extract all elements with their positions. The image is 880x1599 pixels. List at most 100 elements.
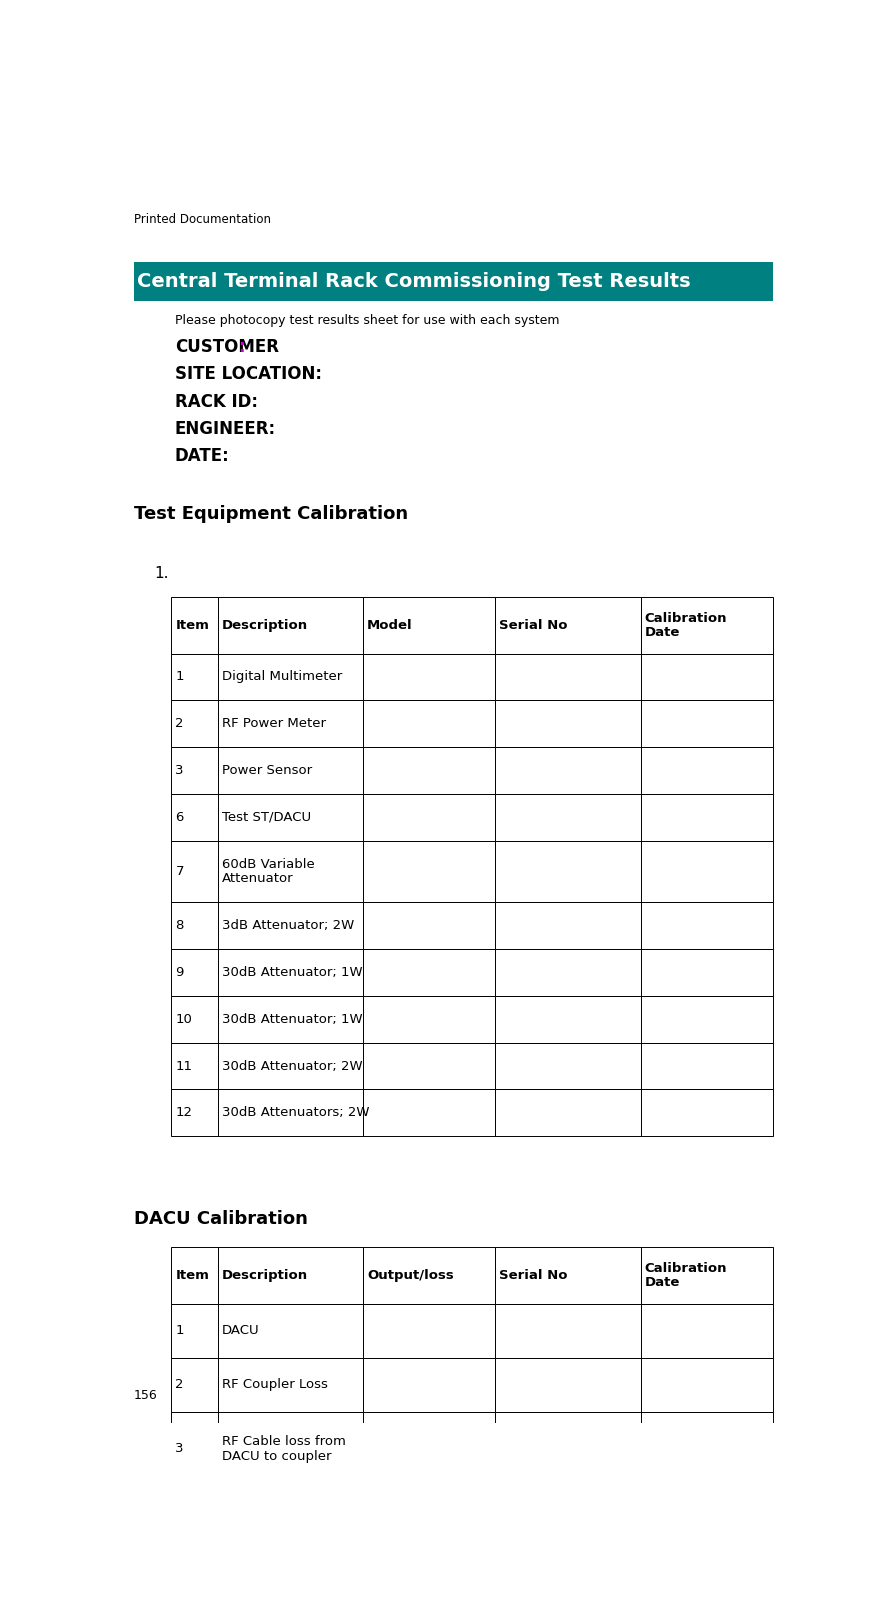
Bar [641,950,773,996]
Bar [363,700,495,747]
Bar [363,950,495,996]
Bar [495,700,641,747]
Bar [172,1247,217,1303]
Text: 2: 2 [175,718,184,731]
Bar [641,841,773,902]
Bar [172,1303,217,1358]
Text: Description: Description [222,619,308,632]
Text: DACU: DACU [222,1324,260,1337]
Bar [641,596,773,654]
Bar [172,950,217,996]
Bar [495,841,641,902]
Bar [217,902,363,950]
Bar [172,902,217,950]
Text: 1.: 1. [154,566,169,580]
Text: Test Equipment Calibration: Test Equipment Calibration [134,505,408,523]
Bar [172,747,217,795]
Bar [641,795,773,841]
Text: Calibration
Date: Calibration Date [645,1262,727,1289]
Bar [363,996,495,1043]
Text: 10: 10 [175,1012,193,1027]
Bar [495,1303,641,1358]
Bar [495,654,641,700]
Bar [641,654,773,700]
Text: 30dB Attenuator; 2W: 30dB Attenuator; 2W [222,1060,363,1073]
Bar [641,1358,773,1412]
Text: Description: Description [222,1270,308,1282]
Bar [363,902,495,950]
Text: Central Terminal Rack Commissioning Test Results: Central Terminal Rack Commissioning Test… [137,272,691,291]
Bar [641,1247,773,1303]
Text: 30dB Attenuator; 1W: 30dB Attenuator; 1W [222,966,363,979]
Text: 3: 3 [175,1442,184,1455]
Text: RF Coupler Loss: RF Coupler Loss [222,1378,327,1391]
Bar [641,1089,773,1137]
Text: Serial No: Serial No [499,1270,568,1282]
Bar [641,996,773,1043]
Bar [495,1358,641,1412]
Text: Item: Item [175,619,209,632]
Bar [172,596,217,654]
Bar [172,700,217,747]
Text: RF Cable loss from
DACU to coupler: RF Cable loss from DACU to coupler [222,1436,346,1463]
Bar [172,996,217,1043]
Text: 2: 2 [175,1378,184,1391]
Text: 8: 8 [175,919,184,932]
Bar [495,950,641,996]
Bar [641,700,773,747]
Bar [363,1247,495,1303]
Bar [363,1303,495,1358]
Text: Please photocopy test results sheet for use with each system: Please photocopy test results sheet for … [175,313,560,326]
Text: 7: 7 [175,865,184,878]
Bar [641,1412,773,1485]
Bar [363,841,495,902]
Bar [495,747,641,795]
Bar [641,902,773,950]
Text: DATE:: DATE: [175,446,230,465]
Text: :: : [238,339,245,357]
Text: 60dB Variable
Attenuator: 60dB Variable Attenuator [222,857,314,886]
Bar [363,1358,495,1412]
Bar [495,795,641,841]
Text: Digital Multimeter: Digital Multimeter [222,670,342,683]
Bar [217,1303,363,1358]
Text: 12: 12 [175,1107,193,1119]
Bar [495,1412,641,1485]
Text: SITE LOCATION:: SITE LOCATION: [175,366,322,384]
Bar [172,654,217,700]
Text: 156: 156 [134,1390,158,1402]
Bar [217,950,363,996]
Text: Serial No: Serial No [499,619,568,632]
Bar [172,1358,217,1412]
Text: DACU Calibration: DACU Calibration [134,1210,308,1228]
Text: Power Sensor: Power Sensor [222,764,312,777]
Text: Printed Documentation: Printed Documentation [134,213,271,225]
Bar [134,262,773,302]
Text: 3dB Attenuator; 2W: 3dB Attenuator; 2W [222,919,354,932]
Text: Test ST/DACU: Test ST/DACU [222,811,311,823]
Bar [495,1043,641,1089]
Bar [363,1412,495,1485]
Bar [217,1358,363,1412]
Bar [172,1089,217,1137]
Bar [217,996,363,1043]
Bar [217,795,363,841]
Bar [363,654,495,700]
Bar [363,596,495,654]
Bar [495,902,641,950]
Bar [641,1303,773,1358]
Bar [495,1247,641,1303]
Text: 11: 11 [175,1060,193,1073]
Bar [363,1043,495,1089]
Bar [641,1043,773,1089]
Bar [217,700,363,747]
Bar [217,747,363,795]
Text: Model: Model [367,619,413,632]
Bar [641,747,773,795]
Text: 1: 1 [175,670,184,683]
Text: 6: 6 [175,811,184,823]
Text: ENGINEER:: ENGINEER: [175,419,276,438]
Bar [217,1089,363,1137]
Bar [172,1043,217,1089]
Bar [172,795,217,841]
